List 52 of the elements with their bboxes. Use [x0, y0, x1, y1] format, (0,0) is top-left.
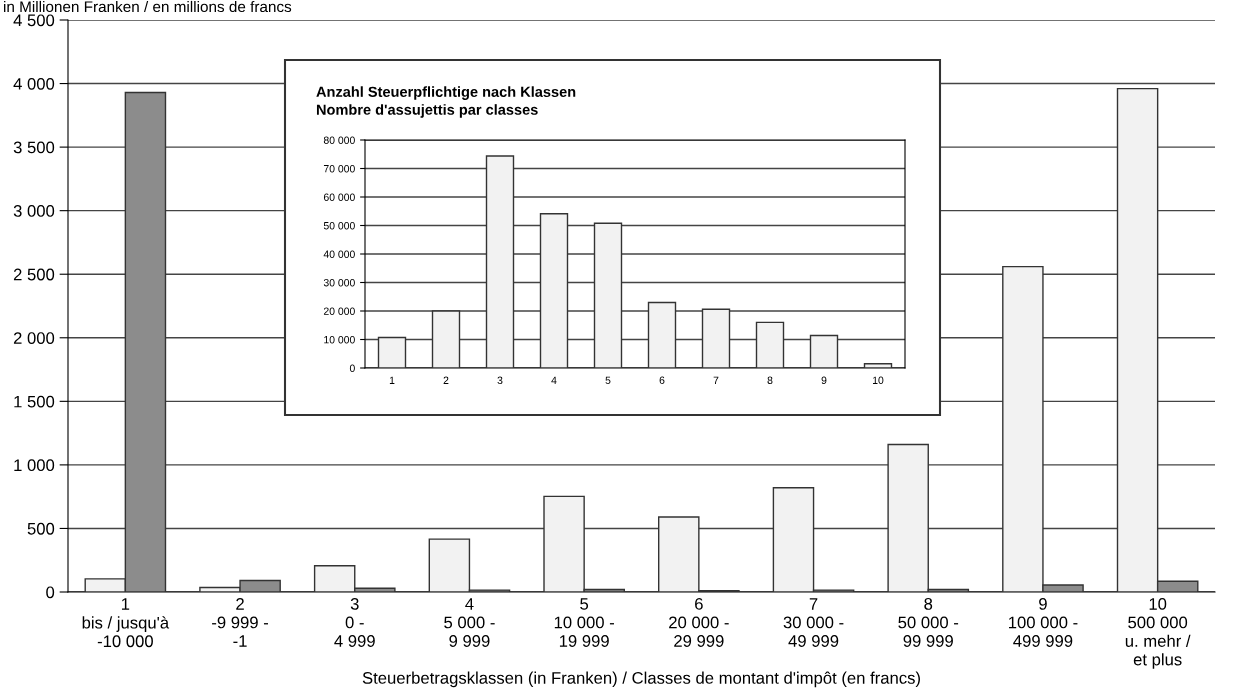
x-tick-label: 6	[659, 376, 665, 384]
x-tick-label: 4	[551, 376, 557, 384]
y-tick-label: 20 000	[323, 307, 355, 315]
chart-title: Anzahl Steuerpflichtige nach Klassen Nombre d'assujettis par classes	[316, 86, 576, 118]
y-tick-label: 1 500	[14, 395, 55, 408]
bar	[647, 301, 677, 368]
x-tick-label: 3 0 - 4 999	[334, 598, 375, 647]
x-tick-label: 4 5 000 - 9 999	[444, 598, 495, 647]
x-tick-label: 7	[713, 376, 719, 384]
y-tick-label: 70 000	[323, 165, 355, 173]
bar	[485, 155, 515, 368]
y-tick-label: 30 000	[323, 279, 355, 287]
x-axis-title: Steuerbetragsklassen (in Franken) / Classes de montant d'impôt (en francs)	[362, 671, 920, 688]
x-tick-label: 1 bis / jusqu'à -10 000	[82, 598, 170, 648]
x-tick-label: 6 20 000 - 29 999	[669, 598, 729, 647]
bar	[755, 321, 785, 368]
y-tick-label: 1 000	[14, 459, 55, 472]
y-tick-label: 10 000	[324, 336, 355, 344]
y-tick-label: 50 000	[323, 222, 355, 230]
x-tick-label: 10	[873, 376, 884, 384]
x-tick-label: 2	[443, 376, 449, 384]
y-tick-label: 4 000	[13, 77, 55, 90]
x-tick-label: 9	[821, 376, 827, 384]
y-tick-label: 0	[46, 586, 55, 599]
x-tick-label: 5	[605, 376, 611, 384]
y-tick-label: 60 000	[323, 193, 355, 201]
bar	[701, 308, 731, 368]
bar	[809, 334, 839, 368]
y-tick-label: 3 500	[13, 141, 55, 154]
bar	[539, 213, 569, 368]
x-tick-label: 8	[767, 376, 773, 384]
bar	[863, 363, 893, 368]
x-tick-label: 7 30 000 - 49 999	[783, 598, 844, 647]
y-tick-label: 80 000	[323, 136, 355, 144]
x-tick-label: 10 500 000 u. mehr / et plus	[1125, 598, 1191, 669]
bar	[377, 336, 407, 368]
bar	[431, 310, 461, 368]
x-tick-label: 2 -9 999 - -1	[212, 598, 269, 647]
y-tick-label: 40 000	[323, 250, 355, 258]
bar	[593, 222, 623, 368]
y-tick-label: 0	[349, 364, 355, 372]
x-tick-label: 1	[389, 376, 395, 384]
x-tick-label: 8 50 000 - 99 999	[898, 598, 959, 647]
y-tick-label: 3 000	[13, 205, 55, 217]
x-tick-label: 5 10 000 - 19 999	[554, 598, 614, 647]
y-tick-label: 2 000	[13, 332, 55, 344]
y-tick-label: 4 500	[13, 14, 55, 27]
x-tick-label: 9 100 000 - 499 999	[1009, 598, 1078, 647]
x-tick-label: 3	[497, 376, 503, 384]
y-tick-label: 2 500	[13, 268, 55, 281]
y-tick-label: 500	[27, 522, 55, 535]
y-axis-title: in Millionen Franken / en millions de francs	[4, 0, 292, 13]
